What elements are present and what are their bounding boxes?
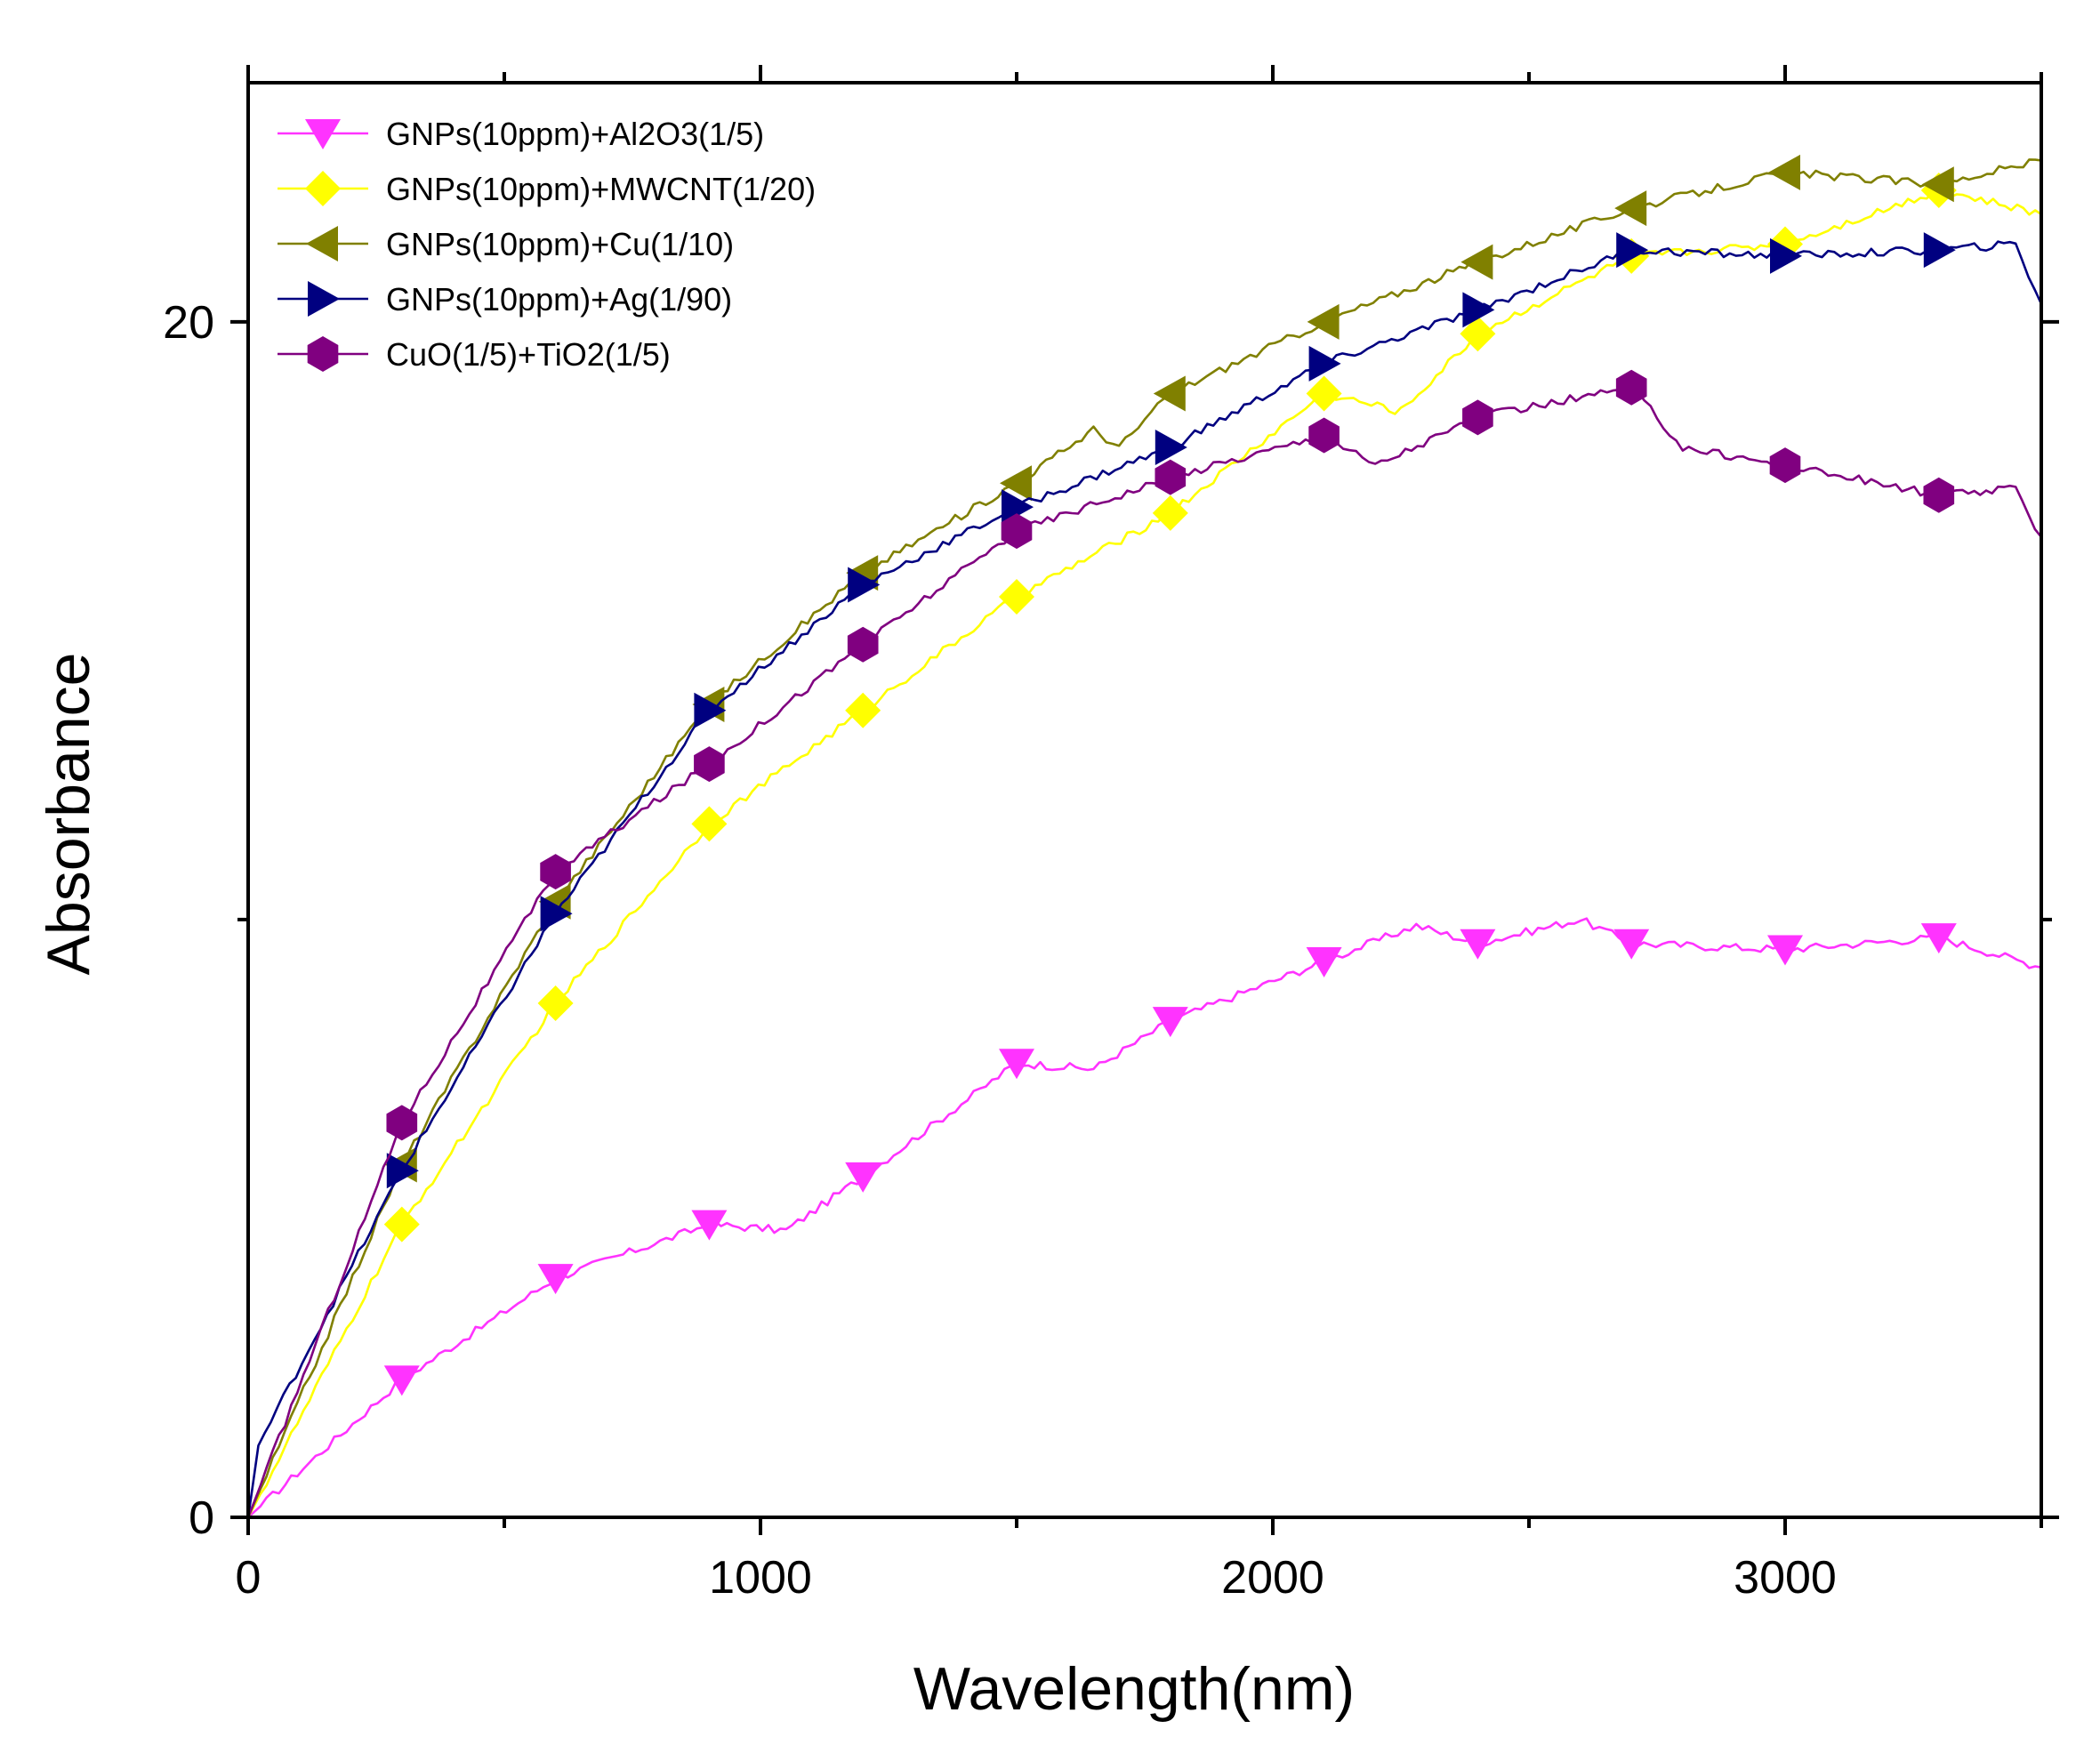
series-2 — [248, 172, 2041, 1517]
series-line — [248, 190, 2041, 1517]
data-point-marker — [1462, 399, 1493, 436]
data-point-marker — [999, 1049, 1034, 1080]
data-point-marker — [1769, 447, 1801, 484]
data-point-marker — [1002, 489, 1034, 526]
x-tick-label: 2000 — [1221, 1552, 1324, 1604]
y-tick-label: 20 — [163, 297, 214, 349]
x-axis-title: Wavelength(nm) — [913, 1655, 1355, 1723]
legend-item: GNPs(10ppm)+Ag(1/90) — [278, 281, 732, 318]
data-point-marker — [1920, 923, 1957, 954]
data-point-marker — [537, 985, 574, 1022]
data-point-marker — [1152, 495, 1188, 531]
data-point-marker — [694, 746, 725, 783]
legend-item: GNPs(10ppm)+Cu(1/10) — [278, 226, 734, 262]
data-point-marker — [540, 896, 573, 932]
data-point-marker — [1155, 429, 1187, 465]
data-point-marker — [694, 692, 727, 728]
legend-label: GNPs(10ppm)+MWCNT(1/20) — [386, 171, 816, 207]
data-point-marker — [1460, 244, 1493, 280]
data-point-marker — [1001, 513, 1033, 550]
legend-item: GNPs(10ppm)+MWCNT(1/20) — [278, 171, 816, 207]
series-5 — [248, 369, 2041, 1517]
x-tick-label: 3000 — [1734, 1552, 1837, 1604]
data-point-marker — [383, 1365, 420, 1396]
data-point-marker — [1155, 459, 1187, 495]
legend-marker — [308, 281, 340, 317]
data-point-marker — [386, 1153, 419, 1189]
data-point-marker — [1000, 465, 1032, 502]
legend-label: GNPs(10ppm)+Cu(1/10) — [386, 226, 734, 262]
legend-label: GNPs(10ppm)+Al2O3(1/5) — [386, 116, 764, 152]
series-line — [248, 917, 2041, 1517]
data-point-marker — [1306, 946, 1342, 977]
data-point-marker — [1767, 935, 1803, 966]
plot-frame — [246, 81, 2043, 1519]
data-point-marker — [1615, 369, 1647, 406]
data-point-marker — [1152, 1007, 1188, 1038]
series-line — [248, 382, 2041, 1517]
data-point-marker — [1306, 375, 1342, 412]
data-point-marker — [1770, 237, 1802, 274]
data-point-marker — [999, 578, 1034, 615]
data-point-marker — [1616, 232, 1649, 269]
series-layer — [248, 154, 2041, 1517]
legend-label: CuO(1/5)+TiO2(1/5) — [386, 336, 671, 373]
data-point-marker — [1923, 477, 1955, 513]
series-1 — [248, 917, 2041, 1517]
legend-item: CuO(1/5)+TiO2(1/5) — [278, 336, 671, 373]
data-point-marker — [540, 854, 571, 890]
data-point-marker — [691, 806, 728, 842]
data-point-marker — [1921, 166, 1954, 203]
data-point-marker — [1308, 345, 1341, 382]
data-point-marker — [1613, 929, 1650, 960]
data-point-marker — [691, 1210, 728, 1241]
data-point-marker — [386, 1105, 418, 1141]
series-4 — [248, 232, 2041, 1517]
legend-marker — [305, 171, 341, 206]
data-point-marker — [845, 1162, 881, 1193]
x-tick-label: 0 — [236, 1552, 261, 1604]
data-point-marker — [845, 692, 881, 728]
data-point-marker — [1923, 232, 1956, 269]
x-tick-label: 1000 — [709, 1552, 812, 1604]
legend-marker — [306, 226, 338, 261]
axes-layer: 0 1000 2000 3000 0 20 — [163, 65, 2059, 1604]
data-point-marker — [383, 1206, 420, 1242]
legend-marker — [307, 336, 339, 372]
data-point-marker — [848, 567, 881, 603]
legend: GNPs(10ppm)+Al2O3(1/5) GNPs(10ppm)+MWCNT(… — [278, 116, 816, 373]
data-point-marker — [1460, 316, 1496, 352]
legend-label: GNPs(10ppm)+Ag(1/90) — [386, 281, 732, 318]
data-point-marker — [1153, 375, 1186, 412]
series-line — [248, 240, 2041, 1517]
legend-marker — [305, 119, 341, 149]
y-tick-label: 0 — [189, 1492, 214, 1544]
data-point-marker — [847, 626, 879, 663]
y-axis-title: Absorbance — [35, 653, 102, 976]
data-point-marker — [1308, 417, 1340, 454]
data-point-marker — [1614, 190, 1647, 227]
data-point-marker — [1768, 154, 1800, 190]
data-point-marker — [1462, 292, 1495, 328]
data-point-marker — [1460, 929, 1496, 960]
data-point-marker — [537, 1264, 574, 1295]
legend-item: GNPs(10ppm)+Al2O3(1/5) — [278, 116, 764, 152]
data-point-marker — [1307, 303, 1340, 340]
